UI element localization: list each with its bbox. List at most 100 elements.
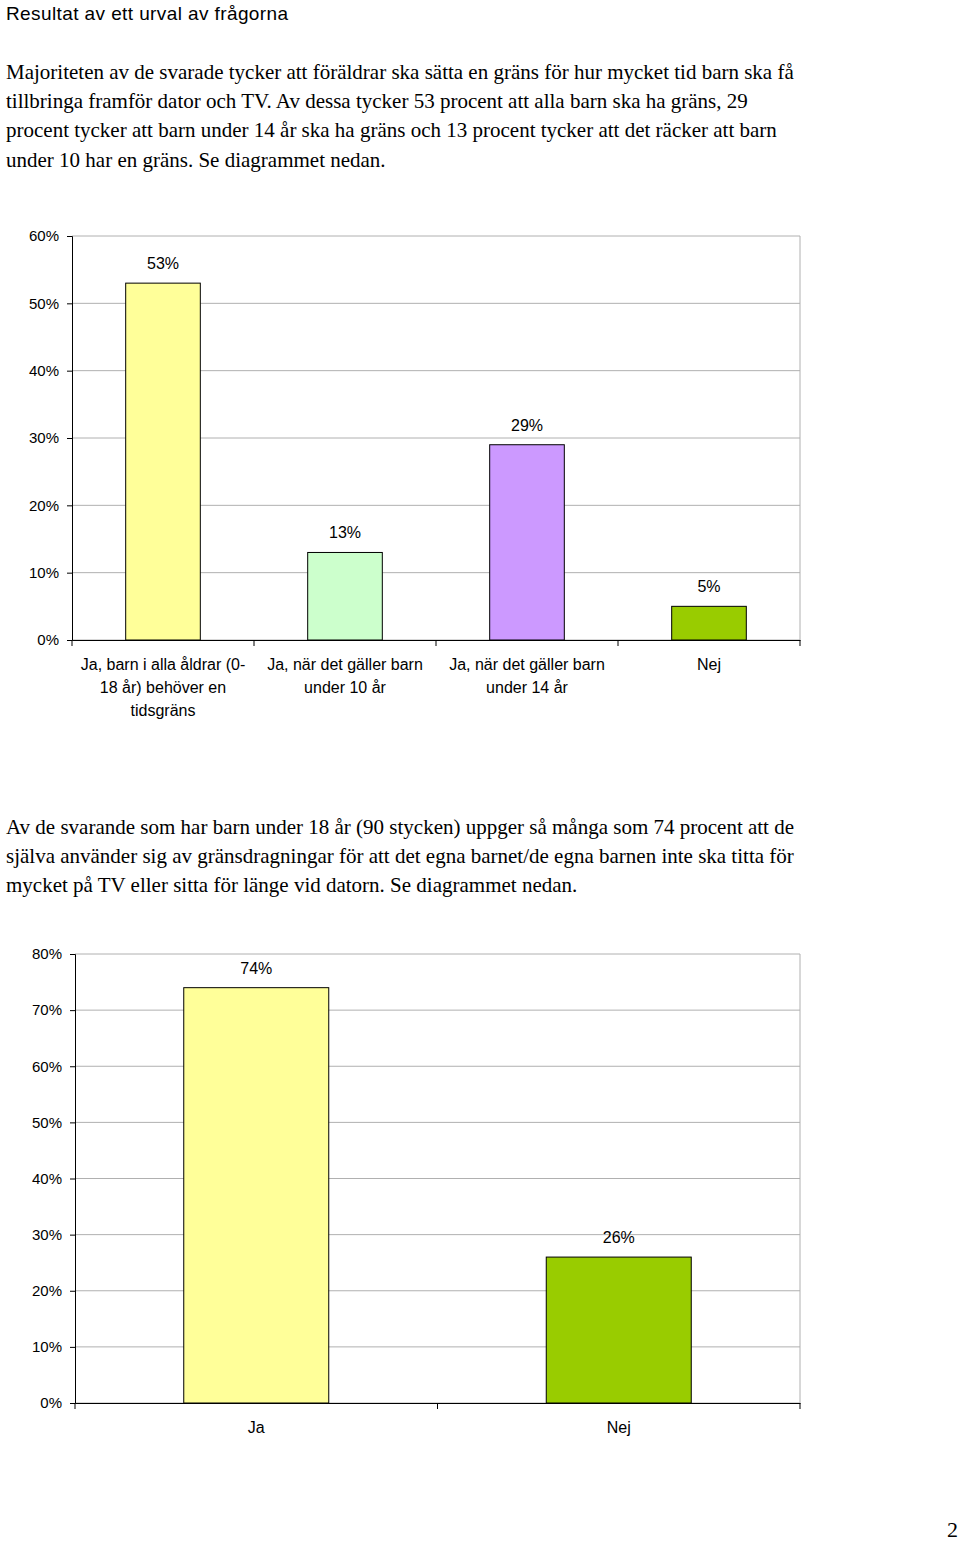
y-axis: 0% 10% 20% 30% 40% 50% 60% [29, 227, 73, 648]
y-tick-label: 30% [32, 1226, 62, 1243]
y-tick-label: 80% [32, 945, 62, 962]
y-tick-mark [70, 1179, 75, 1180]
y-tick: 40% [32, 1170, 75, 1187]
data-label: 74% [240, 960, 272, 977]
category-separator [618, 640, 619, 646]
category-separator [800, 640, 801, 646]
y-tick-label: 10% [29, 564, 59, 581]
x-tick: Nej [607, 1419, 631, 1436]
y-tick-label: 20% [29, 497, 59, 514]
bar [546, 1257, 691, 1403]
category-separator [800, 1403, 801, 1409]
x-tick: Ja, när det gäller barnunder 10 år [267, 656, 423, 696]
y-tick: 40% [29, 362, 72, 379]
y-tick-mark [67, 236, 72, 237]
y-tick-label: 20% [32, 1282, 62, 1299]
y-axis-line [70, 955, 76, 1404]
bar [126, 283, 201, 640]
chart: 0% 10% 20% 30% 40% 50% 60% 70% 80% Ja Nej 74% 26% [32, 945, 801, 1436]
y-tick-mark [70, 1122, 75, 1123]
x-tick: Ja, barn i alla åldrar (0-18 år) behöver… [81, 656, 246, 719]
plot-frame [800, 954, 801, 1403]
y-tick: 10% [32, 1338, 75, 1355]
y-tick: 60% [29, 227, 72, 244]
bar [308, 552, 383, 640]
paragraph: Av de svarande som har barn under 18 år … [6, 815, 794, 897]
grid-line [75, 954, 800, 955]
x-tick: Ja, när det gäller barnunder 14 år [449, 656, 605, 696]
y-tick-mark [67, 573, 72, 574]
y-axis: 0% 10% 20% 30% 40% 50% 60% 70% 80% [32, 945, 76, 1411]
data-label: 26% [603, 1229, 635, 1246]
y-tick-label: 60% [29, 227, 59, 244]
y-tick: 0% [40, 1394, 75, 1411]
grid-line [72, 236, 800, 237]
paragraph-line: Majoriteten av de svarade tycker att för… [6, 60, 794, 84]
paragraph-line: själva använder sig av gränsdragningar f… [6, 844, 794, 868]
bar [184, 988, 329, 1403]
paragraph-line: under 10 har en gräns. Se diagrammet ned… [6, 148, 386, 172]
y-tick-mark [67, 640, 72, 641]
data-labels: 53%13%29%5% [147, 255, 721, 595]
data-labels: 74% 26% [240, 960, 635, 1246]
y-tick-label: 50% [32, 1114, 62, 1131]
y-tick-label: 0% [37, 631, 59, 648]
y-tick: 60% [32, 1058, 75, 1075]
x-tick-label: Ja, när det gäller barnunder 10 år [267, 656, 423, 696]
category-separator [75, 1403, 76, 1409]
category-separators [72, 640, 800, 646]
category-separator [437, 1403, 438, 1409]
x-tick-label: Nej [607, 1419, 631, 1436]
paragraph: Majoriteten av de svarade tycker att för… [6, 60, 794, 172]
y-tick-label: 60% [32, 1058, 62, 1075]
y-tick-mark [70, 1010, 75, 1011]
paragraph-line: Av de svarande som har barn under 18 år … [6, 815, 794, 839]
x-tick-label: Ja, när det gäller barnunder 14 år [449, 656, 605, 696]
y-tick-label: 70% [32, 1001, 62, 1018]
y-tick-label: 30% [29, 429, 59, 446]
paragraph-line: tillbringa framför dator och TV. Av dess… [6, 89, 748, 113]
x-tick: Ja [248, 1419, 265, 1436]
chart: 0% 10% 20% 30% 40% 50% 60% Ja, barn i alla åldr… [29, 227, 801, 719]
plot-frame [800, 236, 801, 640]
y-tick: 50% [29, 295, 72, 312]
header: Resultat av ett urval av frågorna [6, 3, 289, 24]
x-tick-label: Ja [248, 1419, 265, 1436]
category-separator [72, 640, 73, 646]
bar [672, 606, 747, 640]
paragraph-line: mycket på TV eller sitta för länge vid d… [6, 873, 577, 897]
y-tick-mark [70, 1066, 75, 1067]
x-tick-label: Nej [697, 656, 721, 673]
data-label: 29% [511, 417, 543, 434]
y-tick-label: 10% [32, 1338, 62, 1355]
y-tick: 20% [32, 1282, 75, 1299]
y-axis-line [67, 237, 73, 641]
y-tick: 20% [29, 497, 72, 514]
y-tick-mark [70, 954, 75, 955]
bar [490, 445, 565, 640]
x-axis: Ja, barn i alla åldrar (0-18 år) behöver… [73, 641, 801, 720]
y-tick: 0% [37, 631, 72, 648]
y-tick: 80% [32, 945, 75, 962]
grid [72, 236, 800, 640]
bars [126, 283, 747, 640]
grid [75, 954, 800, 1403]
x-tick: Nej [697, 656, 721, 673]
y-tick-label: 0% [40, 1394, 62, 1411]
y-tick-mark [70, 1403, 75, 1404]
y-tick: 30% [29, 429, 72, 446]
data-label: 13% [329, 524, 361, 541]
y-tick-mark [67, 303, 72, 304]
bars [184, 988, 692, 1403]
y-tick-label: 50% [29, 295, 59, 312]
category-separators [75, 1403, 800, 1409]
x-axis: Ja Nej [76, 1404, 801, 1437]
y-tick: 30% [32, 1226, 75, 1243]
page-number: 2 [947, 1517, 958, 1542]
y-tick-label: 40% [32, 1170, 62, 1187]
y-tick-mark [67, 505, 72, 506]
category-separator [436, 640, 437, 646]
page: Resultat av ett urval av frågorna Majorit… [0, 0, 960, 1543]
x-tick-label: Ja, barn i alla åldrar (0-18 år) behöver… [81, 656, 246, 719]
data-label: 53% [147, 255, 179, 272]
